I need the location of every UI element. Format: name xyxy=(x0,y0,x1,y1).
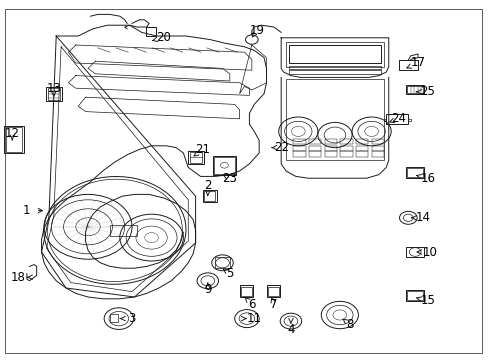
Text: 14: 14 xyxy=(415,211,429,224)
Bar xyxy=(308,139,321,144)
Bar xyxy=(288,45,381,63)
Text: 25: 25 xyxy=(420,85,434,98)
Bar xyxy=(110,225,137,236)
Bar xyxy=(371,151,383,157)
Bar xyxy=(308,146,321,151)
Bar xyxy=(355,151,367,157)
Bar xyxy=(340,139,352,144)
Text: 6: 6 xyxy=(247,298,255,311)
Bar xyxy=(386,114,407,124)
Bar xyxy=(4,126,24,153)
Bar xyxy=(266,285,280,297)
Bar xyxy=(324,146,336,151)
Text: 2: 2 xyxy=(203,179,211,192)
Text: 21: 21 xyxy=(195,143,210,156)
Text: 24: 24 xyxy=(390,112,405,125)
Text: 3: 3 xyxy=(128,312,136,325)
Bar xyxy=(407,86,422,93)
Bar xyxy=(293,146,305,151)
Bar xyxy=(398,60,417,70)
Text: 16: 16 xyxy=(420,172,434,185)
Text: 7: 7 xyxy=(269,298,277,311)
Bar xyxy=(48,88,60,100)
Bar xyxy=(405,85,424,94)
Text: 10: 10 xyxy=(422,246,437,258)
Bar xyxy=(267,287,278,296)
Bar xyxy=(405,290,424,301)
Text: 23: 23 xyxy=(222,172,237,185)
Bar xyxy=(204,191,215,201)
Text: 15: 15 xyxy=(420,294,434,307)
Text: 5: 5 xyxy=(225,267,233,280)
Bar xyxy=(340,151,352,157)
Bar xyxy=(407,291,422,300)
Bar xyxy=(288,70,381,74)
Bar xyxy=(285,79,383,160)
Bar xyxy=(110,314,118,322)
Bar xyxy=(214,157,234,174)
Text: 12: 12 xyxy=(5,127,20,140)
Text: 17: 17 xyxy=(410,57,425,69)
Bar xyxy=(405,167,424,178)
Bar xyxy=(324,151,336,157)
Bar xyxy=(215,257,229,268)
Bar xyxy=(371,146,383,151)
Bar xyxy=(188,151,203,164)
Text: 9: 9 xyxy=(203,283,211,296)
Bar xyxy=(308,151,321,157)
Text: 11: 11 xyxy=(246,312,261,325)
Bar xyxy=(189,152,202,163)
Text: 22: 22 xyxy=(273,141,288,154)
Bar xyxy=(239,285,253,297)
Text: 13: 13 xyxy=(46,82,61,95)
Text: 4: 4 xyxy=(286,323,294,336)
Bar xyxy=(285,42,383,67)
Bar xyxy=(293,151,305,157)
Bar xyxy=(46,87,62,101)
Bar xyxy=(293,139,305,144)
Bar xyxy=(355,146,367,151)
Bar xyxy=(288,66,381,69)
Bar xyxy=(340,146,352,151)
Bar xyxy=(6,127,22,152)
Bar xyxy=(371,139,383,144)
Bar xyxy=(407,168,422,177)
Bar xyxy=(241,287,251,296)
Bar xyxy=(212,156,236,175)
Bar xyxy=(145,27,156,36)
Text: 20: 20 xyxy=(156,31,171,44)
Text: 18: 18 xyxy=(11,271,26,284)
Bar xyxy=(355,139,367,144)
Text: 1: 1 xyxy=(23,204,31,217)
Text: 8: 8 xyxy=(345,318,353,330)
Bar xyxy=(405,247,424,257)
Text: 19: 19 xyxy=(249,24,264,37)
Bar xyxy=(203,190,216,202)
Bar xyxy=(324,139,336,144)
